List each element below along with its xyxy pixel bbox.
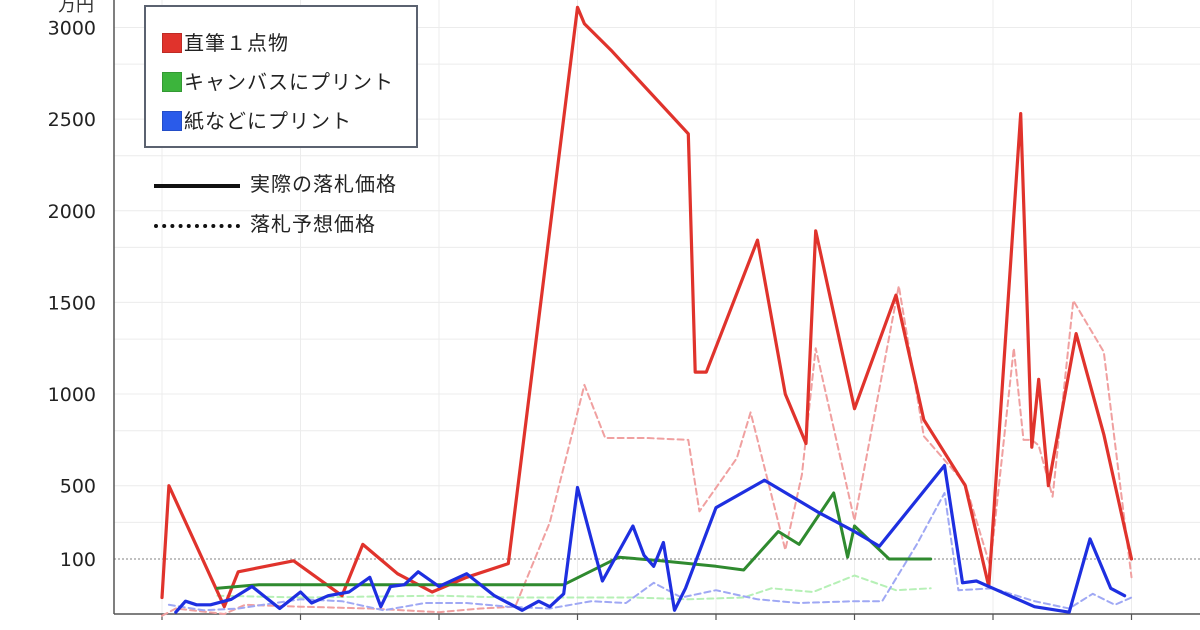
series-line-1-estimate xyxy=(161,284,1133,617)
y-tick-label: 2500 xyxy=(48,109,96,131)
style-key-actual: 実際の落札価格 xyxy=(154,168,397,197)
y-tick-label: 1000 xyxy=(48,384,96,406)
legend-item-paper-print: 紙などにプリント xyxy=(162,105,352,134)
legend-label: 直筆１点物 xyxy=(184,31,289,55)
style-key-label: 実際の落札価格 xyxy=(250,172,397,196)
style-key-estimate: 落札予想価格 xyxy=(154,208,376,237)
y-tick-labels: 100 500 1000 1500 2000 2500 3000 xyxy=(48,17,96,571)
series-line-3-estimate xyxy=(216,574,932,601)
legend-swatch-blue xyxy=(162,111,182,131)
series-line-5-estimate xyxy=(167,492,1133,612)
axes xyxy=(113,0,1200,615)
y-tick-label: 3000 xyxy=(48,17,96,39)
series-line-4-actual xyxy=(174,463,1127,614)
x-tick-marks xyxy=(161,614,1133,620)
y-tick-label: 500 xyxy=(60,476,96,498)
dotted-line-sample xyxy=(154,223,240,228)
legend-item-canvas-print: キャンバスにプリント xyxy=(162,66,394,95)
y-tick-label: 2000 xyxy=(48,201,96,223)
solid-line-sample xyxy=(154,183,240,188)
legend-item-handwritten: 直筆１点物 xyxy=(162,27,289,56)
legend: 直筆１点物 キャンバスにプリント 紙などにプリント xyxy=(144,5,418,148)
series-line-0-actual xyxy=(160,5,1134,609)
legend-label: キャンバスにプリント xyxy=(184,70,394,94)
legend-swatch-green xyxy=(162,72,182,92)
series-lines xyxy=(160,5,1134,617)
y-unit-label: 万円 xyxy=(58,0,94,16)
y-tick-label: 100 xyxy=(60,549,96,571)
y-tick-label: 1500 xyxy=(48,292,96,314)
legend-swatch-red xyxy=(162,33,182,53)
style-key-label: 落札予想価格 xyxy=(250,212,376,236)
legend-label: 紙などにプリント xyxy=(184,109,352,133)
